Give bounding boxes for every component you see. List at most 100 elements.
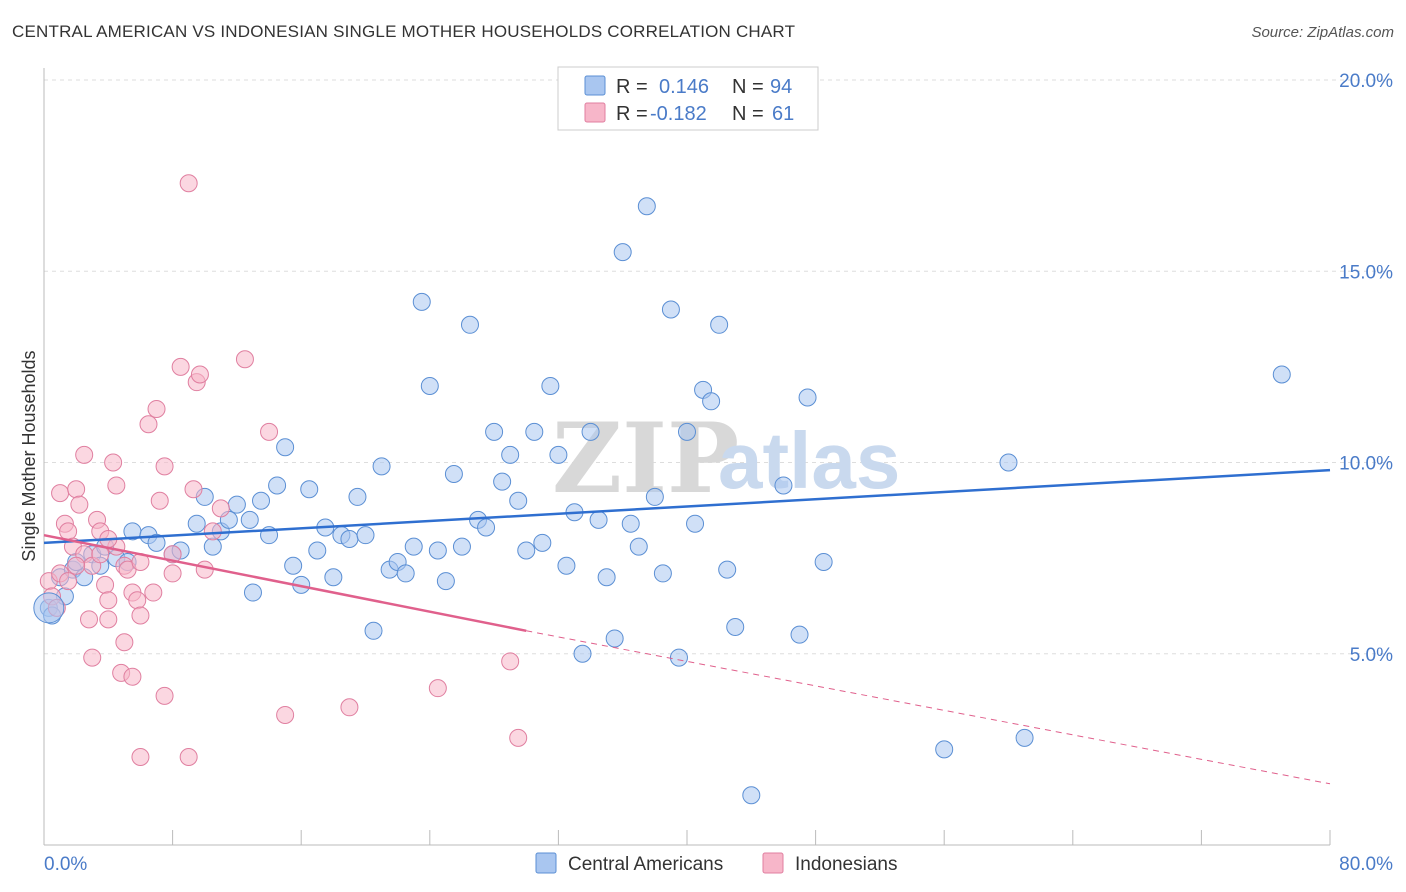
series-legend: Central Americans Indonesians xyxy=(535,852,897,875)
point-indonesian xyxy=(115,633,134,652)
series-legend-swatch-indonesian xyxy=(762,852,784,874)
point-indonesian xyxy=(171,357,190,376)
x-tick-label: 80.0% xyxy=(1339,854,1393,875)
point-indonesian xyxy=(179,174,198,193)
point-indonesian xyxy=(144,583,163,602)
trend-line-indonesian-extension xyxy=(526,630,1331,785)
point-indonesian xyxy=(155,457,174,476)
point-central-american xyxy=(501,445,520,464)
point-central-american xyxy=(364,621,383,640)
point-central-american xyxy=(533,533,552,552)
point-central-american xyxy=(452,537,471,556)
point-indonesian xyxy=(70,495,89,514)
point-central-american xyxy=(187,514,206,533)
legend-r-label: R = xyxy=(616,103,648,125)
axes xyxy=(43,68,1331,846)
point-central-american xyxy=(517,541,536,560)
point-central-american xyxy=(404,537,423,556)
point-indonesian xyxy=(139,415,158,434)
x-tick-label: 0.0% xyxy=(44,854,87,875)
point-central-american xyxy=(541,377,560,395)
point-indonesian xyxy=(163,545,182,564)
point-central-american xyxy=(428,541,447,560)
point-central-american xyxy=(589,510,608,529)
point-indonesian xyxy=(80,610,99,629)
legend-n-value-central: 94 xyxy=(770,76,792,98)
point-central-american xyxy=(1015,728,1034,747)
series-legend-label-central: Central Americans xyxy=(568,854,723,875)
legend-swatch-central xyxy=(584,75,606,96)
point-indonesian xyxy=(75,445,94,464)
series-legend-label-indonesian: Indonesians xyxy=(795,854,897,875)
point-central-american xyxy=(324,568,343,587)
point-central-american xyxy=(525,422,544,441)
point-indonesian xyxy=(428,679,447,698)
point-central-american xyxy=(485,422,504,441)
point-central-american xyxy=(227,495,246,514)
point-indonesian xyxy=(509,728,528,747)
point-indonesian xyxy=(96,575,115,594)
point-indonesian xyxy=(260,422,279,441)
point-central-american xyxy=(252,491,271,510)
point-central-american xyxy=(573,644,592,663)
point-central-american xyxy=(356,526,375,545)
point-central-american xyxy=(243,583,262,602)
point-central-american xyxy=(653,564,672,583)
point-indonesian xyxy=(59,522,78,541)
series-legend-swatch-central xyxy=(535,852,557,874)
point-central-american xyxy=(444,464,463,483)
point-central-american xyxy=(33,592,65,624)
point-central-american xyxy=(710,315,729,334)
point-central-american xyxy=(935,740,954,759)
point-central-american xyxy=(436,572,455,591)
point-central-american xyxy=(678,422,696,441)
point-central-american xyxy=(613,243,632,262)
point-central-american xyxy=(605,629,624,648)
trend-line-indonesian xyxy=(43,533,527,633)
point-central-american xyxy=(396,564,415,583)
point-central-american xyxy=(999,453,1018,472)
point-central-american xyxy=(284,556,303,575)
point-central-american xyxy=(509,491,528,510)
point-indonesian xyxy=(163,564,182,583)
legend-n-label: N = xyxy=(732,103,764,125)
y-tick-label: 10.0% xyxy=(1339,454,1393,475)
point-indonesian xyxy=(179,748,198,767)
point-central-american xyxy=(372,457,391,476)
point-indonesian xyxy=(147,399,166,418)
point-indonesian xyxy=(235,350,254,369)
point-central-american xyxy=(798,388,817,407)
legend-swatch-indonesian xyxy=(584,102,606,123)
point-central-american xyxy=(203,537,222,556)
legend-n-value-indonesian: 61 xyxy=(772,103,794,125)
legend-r-label: R = xyxy=(616,76,648,98)
point-indonesian xyxy=(67,556,86,575)
point-indonesian xyxy=(155,686,174,705)
point-central-american xyxy=(718,560,737,579)
point-central-american xyxy=(268,476,287,495)
point-central-american xyxy=(300,480,319,499)
y-tick-label: 20.0% xyxy=(1339,71,1393,92)
point-indonesian xyxy=(195,560,214,579)
point-central-american xyxy=(557,556,576,575)
point-central-american xyxy=(581,422,600,441)
point-indonesian xyxy=(123,667,142,686)
point-central-american xyxy=(477,518,496,537)
y-tick-label: 5.0% xyxy=(1350,645,1393,666)
point-central-american xyxy=(348,487,367,506)
point-central-american xyxy=(493,472,512,491)
point-central-american xyxy=(276,438,295,457)
source-label: Source: ZipAtlas.com xyxy=(1251,24,1394,41)
point-indonesian xyxy=(107,476,126,495)
point-central-american xyxy=(412,292,431,311)
point-indonesian xyxy=(99,591,118,610)
point-indonesian xyxy=(501,652,520,671)
point-indonesian xyxy=(99,610,118,629)
watermark-atlas: atlas xyxy=(718,416,900,505)
point-central-american xyxy=(549,445,568,464)
point-central-american xyxy=(790,625,809,644)
point-indonesian xyxy=(67,480,86,499)
point-central-american xyxy=(726,617,745,636)
point-central-american xyxy=(774,476,793,495)
